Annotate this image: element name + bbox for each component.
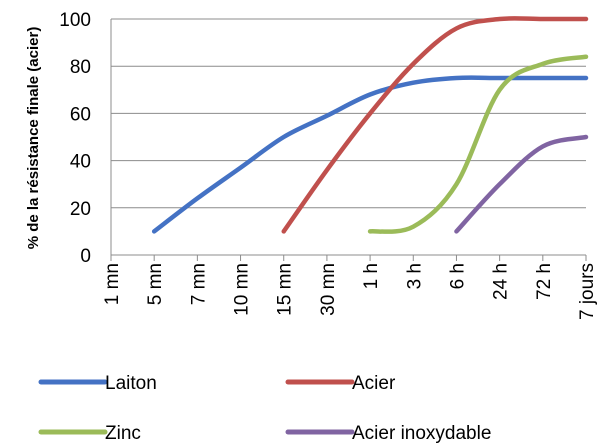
series-line-zinc — [367, 54, 589, 234]
gridlines — [111, 18, 586, 209]
x-tick-label: 5 mn — [145, 263, 166, 305]
y-tick-label: 20 — [70, 199, 91, 220]
legend-label-acier: Acier — [352, 373, 396, 394]
y-tick-label: 100 — [59, 10, 91, 31]
y-axis-ticks: 0 20 40 60 80 100 — [59, 10, 91, 267]
x-tick-label: 15 mn — [275, 263, 296, 316]
y-tick-label: 40 — [70, 152, 91, 173]
x-tick-label: 7 mn — [188, 263, 209, 305]
x-tick-label: 1 h — [361, 263, 382, 289]
y-tick-label: 0 — [80, 246, 91, 267]
legend-label-laiton: Laiton — [105, 373, 157, 394]
legend: Laiton Acier Zinc Acier inoxydable — [38, 373, 491, 444]
y-tick-label: 60 — [70, 104, 91, 125]
legend-label-acier-inoxydable: Acier inoxydable — [352, 423, 491, 444]
x-tick-label: 30 mn — [318, 263, 339, 316]
x-tick-label: 6 h — [447, 263, 468, 289]
series-line-acier-inoxydable — [454, 134, 589, 234]
legend-label-zinc: Zinc — [105, 423, 141, 444]
x-tick-label: 7 jours — [577, 263, 598, 320]
x-axis: 1 mn 5 mn 7 mn 10 mn 15 mn 30 mn 1 h 3 h 6 h 24 h… — [102, 19, 598, 320]
x-tick-label: 10 mn — [232, 263, 253, 316]
series-line-acier — [281, 16, 589, 234]
x-tick-label: 1 mn — [102, 263, 123, 305]
x-tick-label: 72 h — [534, 263, 555, 300]
x-tick-label: 24 h — [491, 263, 512, 300]
y-tick-label: 80 — [70, 57, 91, 78]
series-lines — [151, 16, 589, 234]
series-line-laiton — [151, 75, 589, 234]
x-tick-label: 3 h — [404, 263, 425, 289]
y-axis-title: % de la résistance finale (acier) — [25, 27, 42, 250]
